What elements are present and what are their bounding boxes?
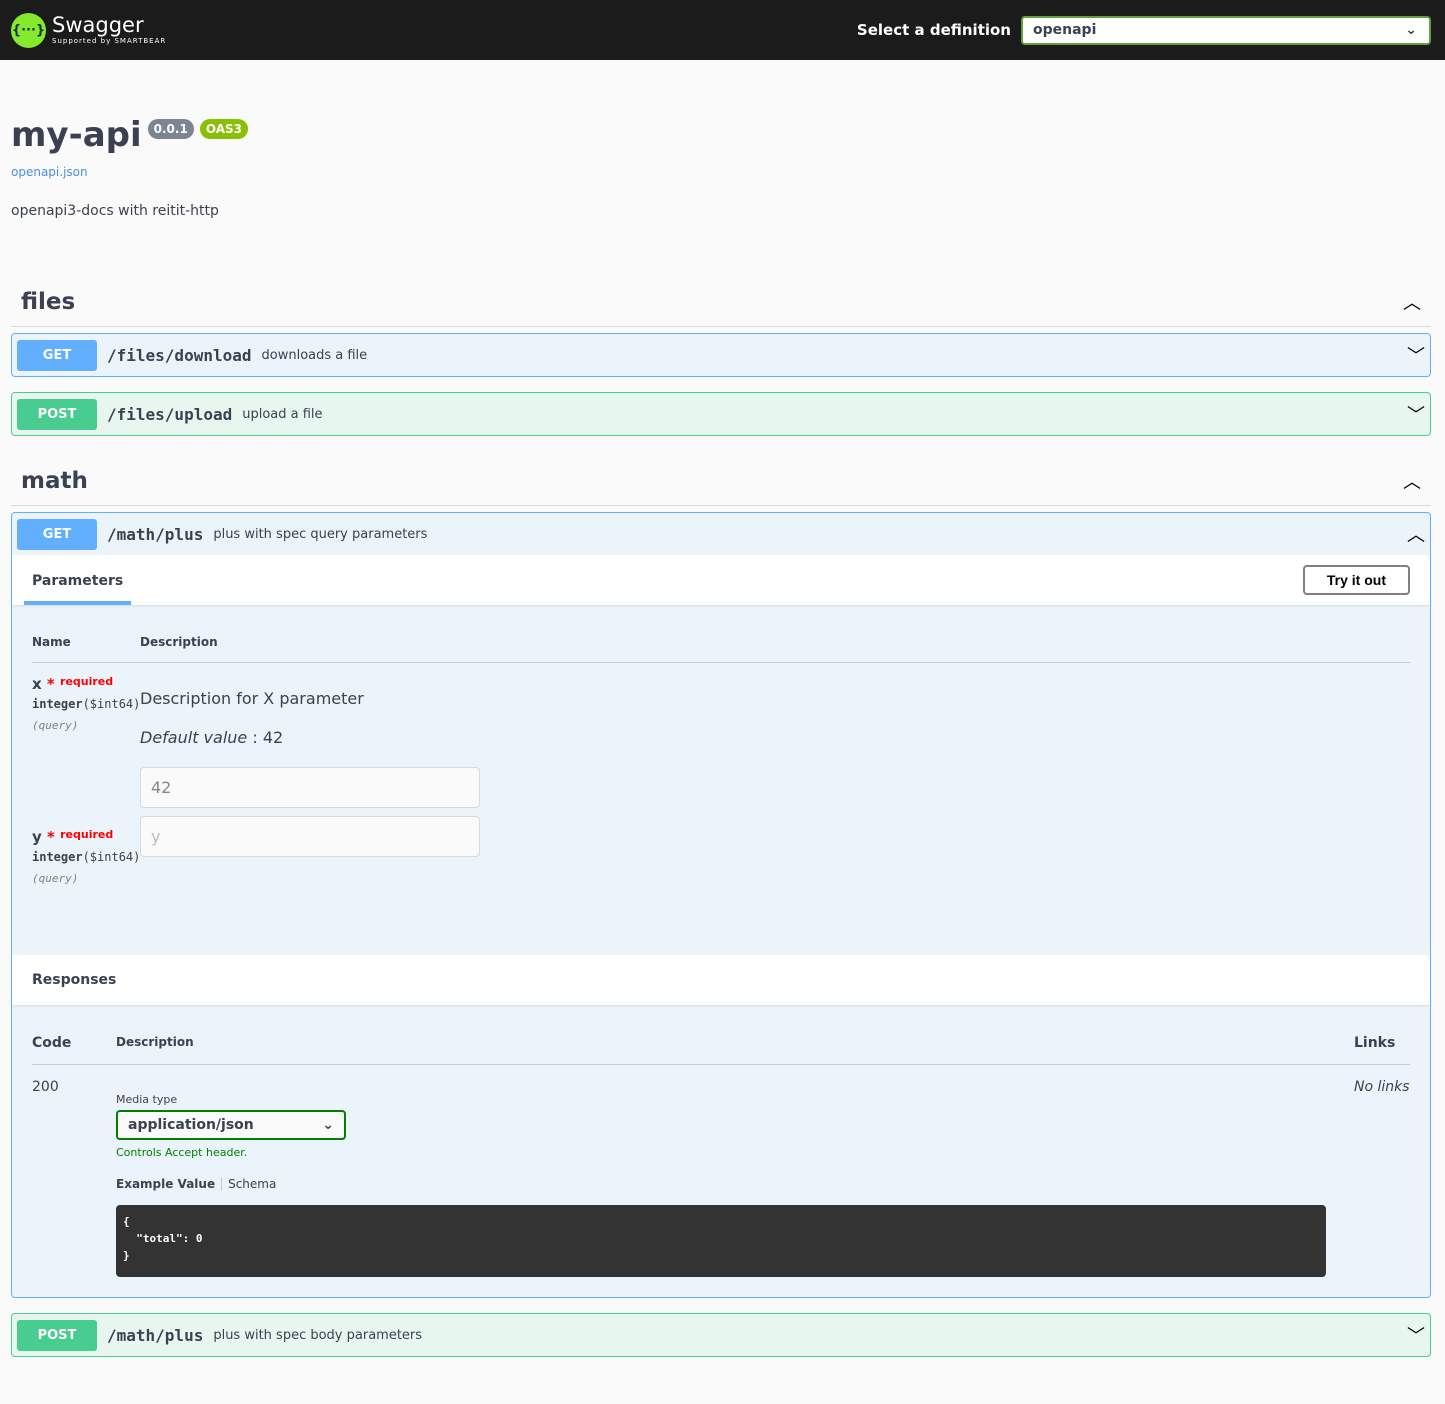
default-label: Default value: [140, 728, 248, 747]
col-description: Description: [116, 1035, 194, 1049]
chevron-down-icon[interactable]: ﹀: [1407, 346, 1425, 367]
definition-value: openapi: [1033, 22, 1097, 38]
logo-name: Swagger: [52, 13, 144, 37]
op-description: downloads a file: [261, 347, 368, 363]
param-row-y: y * required integer($int64) (query) y: [32, 816, 1410, 885]
method-badge: GET: [17, 518, 97, 550]
page-title: my-api: [11, 115, 142, 155]
responses-header: Responses: [12, 955, 1430, 1005]
tag-files: files ︿ GET/files/download downloads a fil…: [11, 277, 1431, 436]
param-name: y: [32, 828, 42, 846]
chevron-up-icon[interactable]: ︿: [1403, 471, 1421, 493]
response-code: 200: [32, 1079, 59, 1095]
op-get-files-download: GET/files/download downloads a file ﹀: [11, 333, 1431, 377]
param-in: (query): [32, 719, 79, 732]
param-format: ($int64): [82, 850, 141, 864]
response-row-200: 200 Media type application/json ⌄ Control…: [32, 1079, 1410, 1277]
swagger-logo-icon: {···}: [11, 12, 46, 48]
tab-example-value[interactable]: Example Value: [116, 1177, 223, 1191]
topbar: {···} Swagger Supported by SMARTBEAR Sele…: [0, 0, 1445, 60]
col-description: Description: [140, 635, 218, 649]
chevron-down-icon[interactable]: ﹀: [1407, 1326, 1425, 1347]
tag-math: math ︿ GET/math/plus plus with spec query …: [11, 456, 1431, 1357]
op-path: /math/plus: [107, 524, 204, 544]
oas-badge: OAS3: [199, 119, 248, 139]
tag-name: math: [21, 467, 88, 494]
op-description: upload a file: [242, 406, 323, 422]
op-summary[interactable]: GET/math/plus plus with spec query parame…: [12, 513, 1430, 555]
y-input[interactable]: y: [140, 816, 480, 857]
swagger-logo[interactable]: {···} Swagger Supported by SMARTBEAR: [11, 12, 167, 48]
api-description: openapi3-docs with reitit-http: [11, 203, 219, 219]
param-format: ($int64): [82, 697, 141, 711]
op-summary[interactable]: POST/math/plus plus with spec body parame…: [12, 1314, 1430, 1356]
version-badge: 0.0.1: [147, 119, 194, 139]
tab-schema[interactable]: Schema: [228, 1177, 277, 1191]
tag-name: files: [21, 288, 76, 315]
param-in: (query): [32, 872, 79, 885]
required-label: required: [60, 675, 114, 688]
required-label: required: [60, 828, 114, 841]
op-get-math-plus: GET/math/plus plus with spec query parame…: [11, 512, 1431, 1298]
param-type: integer: [32, 697, 83, 711]
api-info: my-api 0.0.1 OAS3 openapi.json openapi3-…: [0, 60, 1445, 219]
chevron-down-icon: ⌄: [322, 1117, 334, 1133]
try-it-out-button[interactable]: Try it out: [1302, 565, 1410, 595]
method-badge: POST: [17, 1319, 97, 1351]
col-name: Name: [32, 635, 71, 649]
required-star: *: [47, 828, 55, 846]
op-description: plus with spec query parameters: [213, 526, 428, 542]
param-type: integer: [32, 850, 83, 864]
chevron-down-icon: ⌄: [1405, 22, 1417, 38]
responses-title: Responses: [32, 972, 117, 988]
example-code-block: { "total": 0 }: [116, 1205, 1326, 1277]
media-type-value: application/json: [128, 1117, 254, 1133]
parameters-table: Name Description x * required integer($in…: [12, 605, 1430, 955]
chevron-down-icon[interactable]: ﹀: [1407, 405, 1425, 426]
required-star: *: [46, 675, 55, 693]
param-name: x: [32, 675, 42, 693]
op-summary[interactable]: POST/files/upload upload a file ﹀: [12, 393, 1430, 435]
default-value: : 42: [252, 728, 284, 747]
op-post-files-upload: POST/files/upload upload a file ﹀: [11, 392, 1431, 436]
no-links: No links: [1354, 1079, 1410, 1095]
x-input[interactable]: 42: [140, 767, 480, 808]
controls-accept-note: Controls Accept header.: [116, 1146, 248, 1159]
responses-table: Code Description Links 200 Media type appl…: [12, 1005, 1430, 1297]
param-row-x: x * required integer($int64) (query) Des…: [32, 675, 1410, 808]
logo-sub: Supported by SMARTBEAR: [52, 37, 167, 45]
parameters-header: Parameters Try it out: [12, 555, 1430, 605]
chevron-up-icon[interactable]: ︿: [1407, 525, 1425, 546]
definition-label: Select a definition: [856, 21, 1011, 39]
param-description: Description for X parameter: [140, 689, 364, 708]
op-path: /files/download: [107, 345, 252, 365]
op-summary[interactable]: GET/files/download downloads a file ﹀: [12, 334, 1430, 376]
tab-parameters[interactable]: Parameters: [24, 561, 132, 605]
method-badge: POST: [17, 398, 97, 430]
spec-link[interactable]: openapi.json: [11, 165, 88, 179]
media-type-select[interactable]: application/json ⌄: [116, 1110, 346, 1140]
col-code: Code: [32, 1035, 72, 1051]
op-path: /files/upload: [107, 404, 233, 424]
tag-header-math[interactable]: math ︿: [11, 456, 1431, 506]
tag-header-files[interactable]: files ︿: [11, 277, 1431, 327]
chevron-up-icon[interactable]: ︿: [1403, 292, 1421, 314]
op-post-math-plus: POST/math/plus plus with spec body parame…: [11, 1313, 1431, 1357]
col-links: Links: [1354, 1035, 1396, 1051]
method-badge: GET: [17, 339, 97, 371]
op-path: /math/plus: [107, 1325, 204, 1345]
media-type-label: Media type: [116, 1093, 178, 1106]
op-description: plus with spec body parameters: [213, 1327, 423, 1343]
definition-select[interactable]: openapi ⌄: [1021, 15, 1431, 45]
